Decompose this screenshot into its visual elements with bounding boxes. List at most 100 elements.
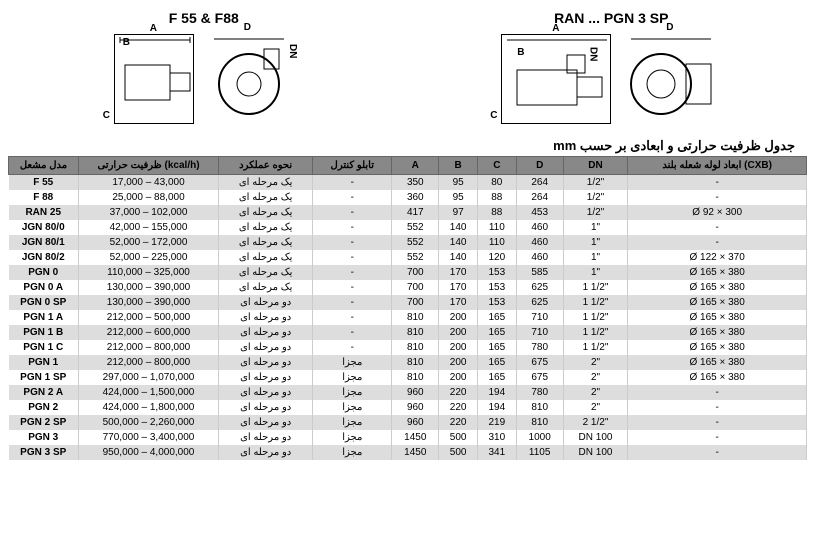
cell-cap: 424,000 – 1,800,000 xyxy=(79,400,219,415)
cell-d: 625 xyxy=(516,280,563,295)
burner-pgn-front-icon xyxy=(621,34,721,124)
cell-model: F 88 xyxy=(9,190,79,205)
cell-d: 264 xyxy=(516,175,563,191)
dim-d2: D xyxy=(666,22,673,33)
cell-b: 170 xyxy=(439,265,478,280)
cell-panel: مجزا xyxy=(313,415,392,430)
cell-b: 220 xyxy=(439,400,478,415)
cell-a: 960 xyxy=(392,385,439,400)
cell-model: PGN 0 SP xyxy=(9,295,79,310)
cell-b: 95 xyxy=(439,190,478,205)
cell-model: PGN 1 xyxy=(9,355,79,370)
th-b: B xyxy=(439,157,478,175)
cell-d: 810 xyxy=(516,415,563,430)
cell-mode: دو مرحله ای xyxy=(219,355,313,370)
cell-tube: - xyxy=(628,415,807,430)
cell-mode: یک مرحله ای xyxy=(219,250,313,265)
cell-tube: Ø 165 × 380 xyxy=(628,370,807,385)
cell-mode: یک مرحله ای xyxy=(219,280,313,295)
diagram-pgn-front: D xyxy=(621,34,721,124)
cell-tube: Ø 165 × 380 xyxy=(628,280,807,295)
cell-a: 360 xyxy=(392,190,439,205)
cell-panel: - xyxy=(313,250,392,265)
cell-tube: Ø 92 × 300 xyxy=(628,205,807,220)
cell-c: 194 xyxy=(477,400,516,415)
cell-tube: Ø 122 × 370 xyxy=(628,250,807,265)
cell-a: 810 xyxy=(392,310,439,325)
cell-b: 200 xyxy=(439,370,478,385)
cell-cap: 212,000 – 500,000 xyxy=(79,310,219,325)
diagram-left-title: F 55 & F88 xyxy=(20,10,388,26)
cell-cap: 950,000 – 4,000,000 xyxy=(79,445,219,460)
cell-cap: 130,000 – 390,000 xyxy=(79,295,219,310)
cell-tube: - xyxy=(628,220,807,235)
dim-b: B xyxy=(123,37,130,48)
cell-model: PGN 1 A xyxy=(9,310,79,325)
cell-a: 1450 xyxy=(392,430,439,445)
cell-mode: یک مرحله ای xyxy=(219,205,313,220)
cell-dn: 2 1/2" xyxy=(563,415,628,430)
cell-cap: 110,000 – 325,000 xyxy=(79,265,219,280)
cell-a: 1450 xyxy=(392,445,439,460)
cell-cap: 500,000 – 2,260,000 xyxy=(79,415,219,430)
cell-mode: دو مرحله ای xyxy=(219,340,313,355)
cell-c: 194 xyxy=(477,385,516,400)
cell-c: 165 xyxy=(477,340,516,355)
cell-tube: - xyxy=(628,400,807,415)
cell-b: 220 xyxy=(439,385,478,400)
cell-model: PGN 1 B xyxy=(9,325,79,340)
diagram-left: F 55 & F88 A B C D DN xyxy=(20,10,388,124)
diagram-f55-front: D DN xyxy=(204,34,294,124)
table-row: PGN 0110,000 – 325,000یک مرحله ای-700170… xyxy=(9,265,807,280)
cell-cap: 297,000 – 1,070,000 xyxy=(79,370,219,385)
cell-dn: 1" xyxy=(563,235,628,250)
cell-model: JGN 80/2 xyxy=(9,250,79,265)
cell-model: JGN 80/1 xyxy=(9,235,79,250)
spec-table: مدل مشعل ظرفیت حرارتی (kcal/h) نحوه عملک… xyxy=(8,156,807,460)
cell-b: 500 xyxy=(439,430,478,445)
cell-model: RAN 25 xyxy=(9,205,79,220)
cell-mode: دو مرحله ای xyxy=(219,370,313,385)
cell-dn: 1/2" xyxy=(563,175,628,191)
table-row: PGN 1 A212,000 – 500,000دو مرحله ای-8102… xyxy=(9,310,807,325)
cell-tube: Ø 165 × 380 xyxy=(628,340,807,355)
cell-tube: Ø 165 × 380 xyxy=(628,295,807,310)
cell-d: 453 xyxy=(516,205,563,220)
table-row: JGN 80/042,000 – 155,000یک مرحله ای-5521… xyxy=(9,220,807,235)
table-row: F 5517,000 – 43,000یک مرحله ای-350958026… xyxy=(9,175,807,191)
th-tube: ابعاد لوله شعله بلند (CXB) xyxy=(628,157,807,175)
cell-dn: 1" xyxy=(563,220,628,235)
table-row: PGN 0 A130,000 – 390,000یک مرحله ای-7001… xyxy=(9,280,807,295)
th-d: D xyxy=(516,157,563,175)
cell-c: 88 xyxy=(477,205,516,220)
cell-dn: 1" xyxy=(563,250,628,265)
table-row: RAN 2537,000 – 102,000یک مرحله ای-417978… xyxy=(9,205,807,220)
cell-mode: یک مرحله ای xyxy=(219,175,313,191)
table-row: PGN 1212,000 – 800,000دو مرحله ایمجزا810… xyxy=(9,355,807,370)
diagram-f55-side: A B C xyxy=(114,34,194,124)
cell-panel: - xyxy=(313,205,392,220)
cell-a: 350 xyxy=(392,175,439,191)
cell-a: 810 xyxy=(392,340,439,355)
dim-c2: C xyxy=(490,110,497,121)
cell-d: 1105 xyxy=(516,445,563,460)
cell-a: 552 xyxy=(392,235,439,250)
cell-mode: یک مرحله ای xyxy=(219,220,313,235)
cell-cap: 17,000 – 43,000 xyxy=(79,175,219,191)
cell-dn: 2" xyxy=(563,400,628,415)
cell-tube: - xyxy=(628,175,807,191)
cell-a: 810 xyxy=(392,370,439,385)
cell-d: 460 xyxy=(516,235,563,250)
cell-tube: - xyxy=(628,385,807,400)
cell-d: 780 xyxy=(516,340,563,355)
cell-panel: مجزا xyxy=(313,400,392,415)
cell-c: 165 xyxy=(477,325,516,340)
cell-panel: مجزا xyxy=(313,430,392,445)
cell-d: 264 xyxy=(516,190,563,205)
cell-a: 810 xyxy=(392,325,439,340)
cell-cap: 130,000 – 390,000 xyxy=(79,280,219,295)
cell-panel: - xyxy=(313,280,392,295)
cell-b: 220 xyxy=(439,415,478,430)
cell-cap: 42,000 – 155,000 xyxy=(79,220,219,235)
cell-dn: 1 1/2" xyxy=(563,310,628,325)
